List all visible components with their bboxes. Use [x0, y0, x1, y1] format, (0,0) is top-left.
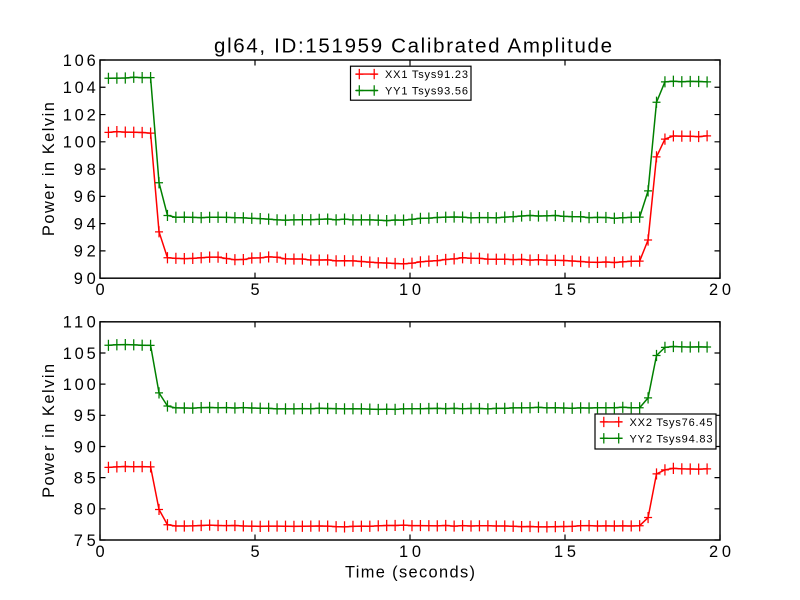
svg-text:5: 5 [250, 543, 259, 561]
svg-text:110: 110 [63, 314, 96, 332]
svg-text:YY1 Tsys93.56: YY1 Tsys93.56 [385, 86, 468, 98]
svg-text:Power in Kelvin: Power in Kelvin [40, 102, 58, 236]
svg-text:YY2 Tsys94.83: YY2 Tsys94.83 [630, 433, 713, 445]
svg-text:105: 105 [63, 345, 96, 363]
svg-text:0: 0 [95, 543, 104, 561]
svg-text:106: 106 [63, 52, 96, 70]
svg-text:102: 102 [63, 106, 96, 124]
svg-text:Power in Kelvin: Power in Kelvin [40, 364, 58, 498]
svg-text:0: 0 [95, 281, 104, 299]
svg-text:XX2 Tsys76.45: XX2 Tsys76.45 [630, 417, 713, 429]
svg-text:XX1 Tsys91.23: XX1 Tsys91.23 [385, 69, 468, 81]
svg-text:Time (seconds): Time (seconds) [345, 564, 475, 582]
svg-text:5: 5 [250, 281, 259, 299]
svg-text:100: 100 [63, 134, 96, 152]
svg-text:100: 100 [63, 376, 96, 394]
svg-text:104: 104 [63, 79, 96, 97]
svg-text:gl64, ID:151959 Calibrated Amp: gl64, ID:151959 Calibrated Amplitude [214, 35, 612, 58]
